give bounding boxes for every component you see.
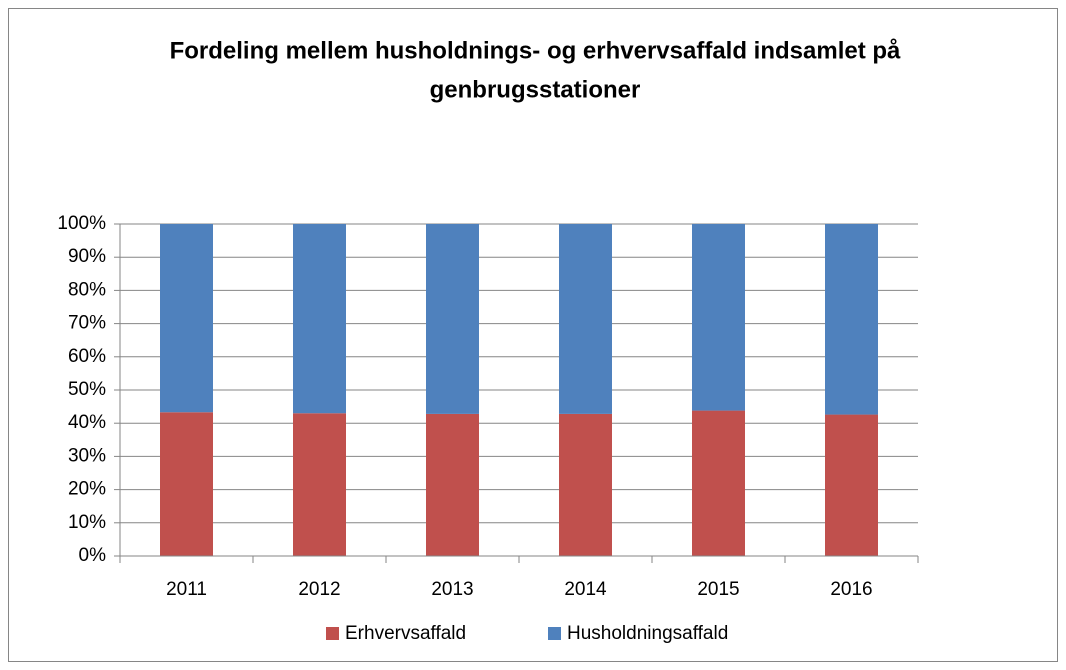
legend-label: Erhvervsaffald	[345, 623, 466, 644]
legend-label: Husholdningsaffald	[567, 623, 728, 644]
chart-title: Fordeling mellem husholdnings- og erhver…	[170, 37, 901, 64]
y-tick-label: 40%	[68, 412, 106, 433]
y-tick-label: 80%	[68, 279, 106, 300]
bar-segment	[825, 414, 878, 556]
x-tick-label: 2015	[697, 579, 739, 600]
bar-segment	[825, 224, 878, 415]
x-tick-label: 2012	[298, 579, 340, 600]
y-tick-label: 90%	[68, 246, 106, 267]
bar-segment	[692, 410, 745, 556]
bar-segment	[426, 413, 479, 556]
x-tick-label: 2014	[564, 579, 607, 600]
y-tick-label: 70%	[68, 313, 106, 334]
y-tick-label: 0%	[79, 545, 107, 566]
y-tick-label: 20%	[68, 479, 106, 500]
legend-swatch	[548, 627, 561, 640]
bar-segment	[559, 413, 612, 556]
y-tick-label: 100%	[57, 213, 106, 234]
bar-segment	[160, 224, 213, 413]
legend-swatch	[326, 627, 339, 640]
x-tick-label: 2013	[431, 579, 473, 600]
x-tick-label: 2016	[830, 579, 872, 600]
bar-segment	[293, 413, 346, 556]
y-tick-label: 50%	[68, 379, 106, 400]
bar-segment	[559, 224, 612, 414]
bar-segment	[426, 224, 479, 414]
chart-title: genbrugsstationer	[430, 76, 641, 103]
y-tick-label: 60%	[68, 346, 106, 367]
y-tick-label: 10%	[68, 512, 106, 533]
y-tick-label: 30%	[68, 445, 106, 466]
bar-segment	[160, 412, 213, 556]
x-tick-label: 2011	[166, 579, 207, 600]
bar-segment	[293, 224, 346, 414]
bar-segment	[692, 224, 745, 411]
